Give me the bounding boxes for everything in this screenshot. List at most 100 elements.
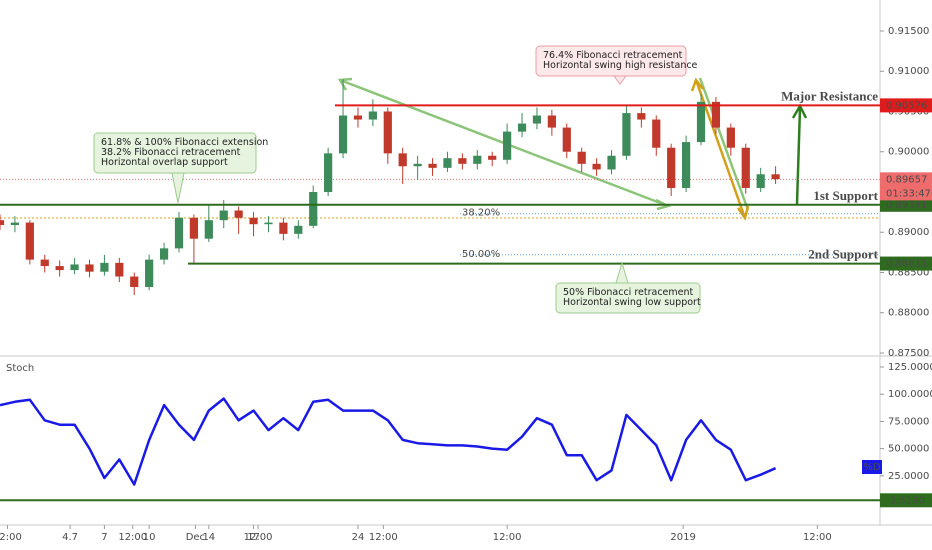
candle-body (517, 123, 527, 132)
candle-body (264, 222, 273, 225)
candle-body (204, 220, 213, 239)
candle-body (577, 151, 586, 164)
stoch-line (0, 397, 777, 486)
candle-body (383, 111, 392, 154)
annotation-text: 76.4% Fibonacci retracement (543, 50, 683, 61)
annotation-text: 50% Fibonacci retracement (563, 287, 694, 298)
x-tick-label: 12:00 (369, 532, 398, 543)
candle-body (324, 153, 333, 192)
candle-body (309, 191, 318, 226)
x-tick-label: 7 (101, 532, 107, 543)
x-tick-label: 4.7 (62, 532, 78, 543)
annotation-pointer (615, 261, 629, 284)
level-tag (880, 493, 932, 508)
y-tick-label: 50.0000 (888, 444, 929, 455)
candle-body (488, 155, 497, 160)
level-value: 2.5190 (890, 495, 925, 506)
candle-body (338, 115, 348, 154)
candle-body (130, 276, 139, 287)
arrow-head (655, 198, 672, 211)
level-value: 0.90576 (886, 100, 927, 111)
candle-body (771, 174, 780, 180)
candle-body (219, 210, 228, 221)
annotation-pointer (171, 172, 185, 204)
annotation-text: 38.2% Fibonacci retracement (101, 147, 241, 158)
countdown: 01:33:47 (886, 188, 931, 199)
annotation-text: 61.8% & 100% Fibonacci extension (101, 137, 268, 148)
y-tick-label: 0.87500 (888, 348, 929, 359)
candle-body (458, 158, 467, 164)
candle-body (726, 127, 735, 148)
annotation-pointer (613, 75, 627, 85)
annotation-box (535, 45, 687, 77)
x-tick-label: 24 (352, 532, 365, 543)
level-tag (880, 98, 932, 113)
arrow-head (337, 77, 353, 91)
fib-label: 38.20% (462, 208, 500, 219)
annotation-box (555, 282, 701, 314)
x-tick-label: 17 (247, 532, 260, 543)
candle-body (652, 119, 661, 148)
candle-body (189, 217, 198, 239)
y-tick-label: 125.0000 (888, 362, 932, 373)
candle-body (0, 220, 5, 226)
x-tick-label: Dec (186, 532, 205, 543)
y-tick-label: 0.90000 (888, 147, 929, 158)
annotation-text: Horizontal swing low support (563, 297, 701, 308)
candle-body (682, 142, 691, 188)
candle-body (592, 163, 601, 170)
level-name: 2nd Support (808, 247, 878, 262)
candle-body (547, 115, 556, 128)
candle-body (70, 264, 79, 271)
annotation-text: Horizontal overlap support (101, 157, 228, 168)
y-tick-label: 0.91000 (888, 66, 929, 77)
y-tick-label: 0.88000 (888, 308, 929, 319)
candle-body (40, 259, 49, 267)
legend-label: %D (863, 462, 881, 473)
level-value: 0.89341 (886, 200, 927, 211)
candle-body (756, 174, 765, 188)
candle-body (443, 158, 452, 168)
y-tick-label: 100.0000 (888, 389, 932, 400)
candle-body (85, 264, 94, 272)
candle-body (607, 155, 616, 170)
candle-body (696, 101, 706, 143)
x-tick-label: 12:00 (0, 532, 22, 543)
candle-body (562, 127, 571, 152)
candle-body (473, 155, 482, 164)
candle-body (667, 147, 676, 188)
candle-body (532, 115, 542, 124)
last-price-tag (880, 172, 932, 201)
target-arrow (795, 107, 802, 205)
y-tick-label: 0.91500 (888, 26, 929, 37)
x-tick-label: 2019 (670, 532, 695, 543)
candle-body (249, 217, 258, 225)
candle-body (234, 210, 243, 218)
level-name: Major Resistance (781, 88, 878, 103)
x-tick-label: 12:00 (118, 532, 147, 543)
level-value: 0.88611 (886, 259, 927, 270)
candle-body (145, 259, 154, 287)
candle-body (398, 153, 407, 167)
candle-body (55, 266, 64, 271)
candle-body (294, 225, 303, 234)
x-tick-label: 10 (143, 532, 156, 543)
candle-body (174, 217, 184, 249)
y-tick-label: 0.89000 (888, 227, 929, 238)
candle-body (428, 163, 437, 168)
trend-line (698, 77, 750, 211)
candle-body (711, 101, 721, 128)
y-tick-label: 0.88500 (888, 267, 929, 278)
x-tick-label: 12:00 (803, 532, 832, 543)
x-tick-label: 12:00 (244, 532, 273, 543)
level-tag (880, 256, 932, 271)
candle-body (503, 131, 512, 160)
y-tick-label: 25.0000 (888, 471, 929, 482)
candle-body (100, 262, 109, 272)
fib-label: 50.00% (462, 249, 500, 260)
candle-body (353, 115, 363, 120)
annotation-box (93, 132, 257, 174)
arrow-head (690, 77, 704, 92)
y-tick-label: 75.0000 (888, 416, 929, 427)
